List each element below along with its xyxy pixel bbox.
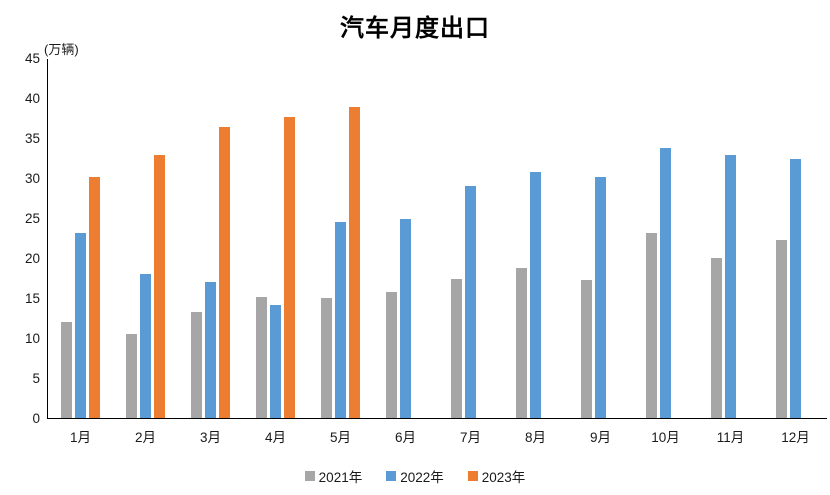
legend-swatch-icon [386,471,397,481]
bar-2021年-6月 [386,291,397,418]
bar-2021年-2月 [126,334,137,418]
bar-2021年-1月 [61,322,72,418]
bar-2022年-4月 [270,305,281,418]
bar-2021年-12月 [776,239,787,418]
bar-2022年-11月 [725,154,736,418]
x-axis-label-10月: 10月 [651,430,680,445]
bar-2021年-3月 [191,312,202,418]
legend-swatch-icon [467,471,478,481]
bar-2022年-6月 [400,218,411,418]
legend-label: 2022年 [400,470,444,485]
bar-2022年-7月 [465,186,476,418]
legend-label: 2023年 [481,470,526,485]
bar-2023年-2月 [154,154,165,418]
y-axis-tick-label: 35 [24,131,40,146]
legend-item-2022年: 2022年 [386,466,444,486]
x-axis-label-11月: 11月 [716,430,745,445]
y-axis-tick-label: 0 [32,411,40,426]
y-axis-tick-label: 20 [24,251,40,266]
x-axis-label-2月: 2月 [134,430,156,445]
x-axis-label-6月: 6月 [394,430,416,445]
x-axis-label-7月: 7月 [459,430,481,445]
y-axis-tick-label: 25 [24,211,40,226]
bar-2023年-3月 [219,126,230,418]
x-axis-label-4月: 4月 [264,430,286,445]
bar-2022年-8月 [530,171,541,418]
bar-2022年-2月 [140,274,151,418]
bar-2022年-3月 [205,282,216,418]
bar-2021年-9月 [581,279,592,418]
bar-2021年-7月 [451,278,462,418]
chart-title: 汽车月度出口 [340,13,490,42]
y-axis-tick-label: 10 [24,331,40,346]
bar-2021年-8月 [516,268,527,418]
x-axis-label-3月: 3月 [199,430,221,445]
bar-2021年-4月 [256,297,267,418]
bar-2021年-11月 [711,258,722,418]
bar-2023年-4月 [284,117,295,418]
bar-2022年-10月 [660,148,671,418]
x-axis-label-8月: 8月 [524,430,546,445]
x-axis-label-12月: 12月 [781,430,810,445]
y-axis-tick-label: 40 [24,91,40,106]
x-axis-label-1月: 1月 [69,430,91,445]
bar-2022年-9月 [595,177,606,418]
y-axis-tick-label: 5 [32,371,40,386]
bar-2022年-12月 [790,158,801,418]
legend-item-2021年: 2021年 [304,466,363,486]
y-axis-unit-label: (万辆) [44,42,79,57]
legend: 2021年 2022年 2023年 [0,464,830,488]
y-axis-tick-label: 15 [24,291,40,306]
bar-2023年-1月 [89,177,100,418]
x-axis-label-5月: 5月 [329,430,351,445]
bar-2022年-5月 [335,222,346,418]
bar-2021年-10月 [646,233,657,418]
legend-item-2023年: 2023年 [467,466,526,486]
x-axis-label-9月: 9月 [589,430,611,445]
y-axis-tick-label: 30 [24,171,40,186]
legend-label: 2021年 [318,470,363,485]
legend-swatch-icon [304,471,315,481]
bar-2023年-5月 [349,106,360,418]
plot-area: 0 5 10 15 20 25 30 35 40 45 1月 2月 3月 4月 5月 6月 7月 8月 9月 10月 1… [25,51,827,445]
bar-2021年-5月 [321,298,332,418]
y-axis-tick-label: 45 [24,51,40,66]
bar-2022年-1月 [75,233,86,418]
